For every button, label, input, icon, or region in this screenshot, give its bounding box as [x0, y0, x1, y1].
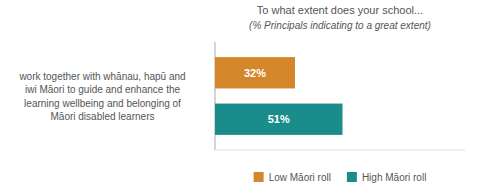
- subtitle: (% Principals indicating to a great exte…: [249, 20, 431, 31]
- x-axis-line: [215, 150, 465, 151]
- category-label-line: learning wellbeing and belonging of: [24, 97, 181, 108]
- data-label: 51%: [268, 113, 290, 125]
- bar: [215, 104, 343, 135]
- category-label: work together with whānau, hapū and iwi M…: [18, 70, 185, 122]
- chart-svg: To what extent does your school... (% Pri…: [0, 0, 480, 193]
- legend-label: Low Māori roll: [269, 172, 331, 183]
- bar: [215, 57, 295, 88]
- legend-label: High Māori roll: [362, 172, 426, 183]
- category-label-line: Māori disabled learners: [51, 111, 155, 122]
- category-label-line: work together with whānau, hapū and: [18, 70, 185, 81]
- legend-swatch: [254, 172, 264, 182]
- data-label: 32%: [244, 67, 266, 79]
- legend-swatch: [347, 172, 357, 182]
- category-label-line: iwi Māori to guide and enhance the: [25, 84, 181, 95]
- bars: [215, 57, 343, 135]
- chart-container: To what extent does your school... (% Pri…: [0, 0, 480, 193]
- legend: Low Māori roll High Māori roll: [254, 172, 427, 183]
- data-labels: 32% 51%: [244, 67, 290, 125]
- title: To what extent does your school...: [257, 4, 423, 16]
